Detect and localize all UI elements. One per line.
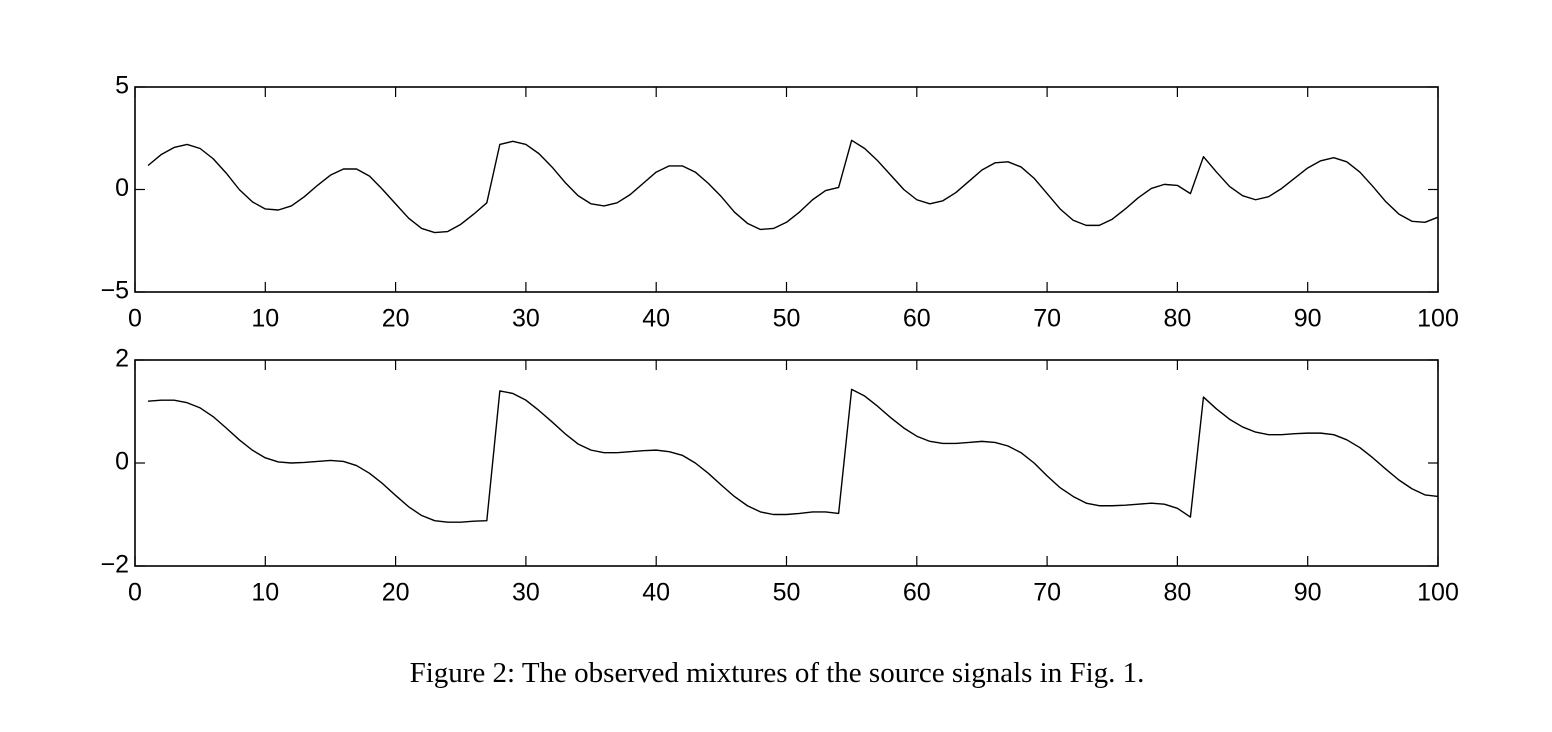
x-tick-label: 60 xyxy=(903,305,931,333)
x-tick-label: 0 xyxy=(128,579,142,607)
y-tick-label: 0 xyxy=(115,174,129,202)
caption: Figure 2: The observed mixtures of the s… xyxy=(410,657,1145,689)
x-tick-label: 70 xyxy=(1033,305,1061,333)
x-tick-label: 40 xyxy=(642,579,670,607)
x-tick-label: 20 xyxy=(382,305,410,333)
y-tick-label: 0 xyxy=(115,448,129,476)
y-tick-label: −2 xyxy=(100,551,129,579)
y-tick-label: 5 xyxy=(115,72,129,100)
x-tick-label: 40 xyxy=(642,305,670,333)
x-tick-label: 100 xyxy=(1417,579,1459,607)
x-tick-label: 80 xyxy=(1163,579,1191,607)
data-line xyxy=(147,139,1439,234)
x-tick-label: 100 xyxy=(1417,305,1459,333)
x-tick-label: 30 xyxy=(512,579,540,607)
x-tick-label: 80 xyxy=(1163,305,1191,333)
plot-frame xyxy=(134,359,1439,567)
x-tick-label: 50 xyxy=(773,305,801,333)
x-tick-label: 50 xyxy=(773,579,801,607)
x-tick-label: 30 xyxy=(512,305,540,333)
y-tick-label: −5 xyxy=(100,277,129,305)
x-tick-label: 10 xyxy=(251,579,279,607)
x-tick-label: 10 xyxy=(251,305,279,333)
x-tick-label: 90 xyxy=(1294,579,1322,607)
x-tick-label: 90 xyxy=(1294,305,1322,333)
data-line xyxy=(147,388,1439,523)
x-tick-label: 0 xyxy=(128,305,142,333)
x-tick-label: 20 xyxy=(382,579,410,607)
plot-frame xyxy=(134,86,1439,293)
x-tick-label: 70 xyxy=(1033,579,1061,607)
x-tick-label: 60 xyxy=(903,579,931,607)
y-tick-label: 2 xyxy=(115,345,129,373)
